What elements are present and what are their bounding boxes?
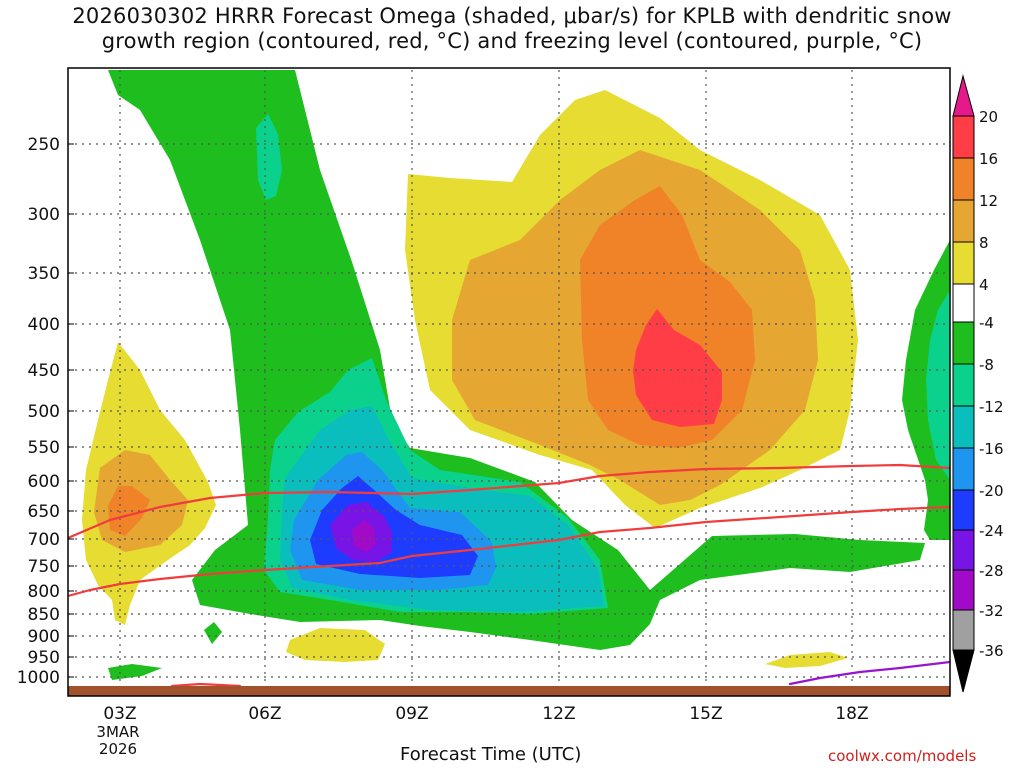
x-tick-label: 03Z [103, 704, 136, 724]
colorbar-label: -4 [979, 314, 994, 332]
y-tick-label: 400 [28, 315, 60, 335]
colorbar-swatch [952, 115, 975, 159]
colorbar-swatch [952, 489, 975, 531]
colorbar-swatches [952, 115, 975, 651]
colorbar-swatch [952, 569, 975, 611]
plot-frame [67, 67, 951, 697]
colorbar-swatch [952, 157, 975, 201]
omega-region-yellow-lower [286, 628, 385, 662]
y-tick-label: 900 [28, 627, 60, 647]
x-tick-label: 12Z [542, 704, 575, 724]
colorbar-label: -36 [979, 642, 1004, 660]
colorbar-label: 4 [979, 276, 989, 294]
x-tick-label: 06Z [248, 704, 281, 724]
y-tick-label: 250 [28, 135, 60, 155]
y-tick-label: 800 [28, 582, 60, 602]
colorbar-swatch [952, 447, 975, 491]
colorbar-bottom-arrow [952, 649, 975, 693]
y-tick-label: 700 [28, 530, 60, 550]
omega-region-magenta-core [352, 520, 376, 552]
x-gridlines [119, 70, 853, 690]
dendritic-contour-upper [68, 463, 950, 540]
y-tick-label: 650 [28, 502, 60, 522]
dendritic-contour-surface [170, 682, 242, 688]
colorbar-label: -28 [979, 562, 1004, 580]
chart-title-line1: 2026030302 HRRR Forecast Omega (shaded, … [72, 4, 952, 28]
y-tick-label: 850 [28, 605, 60, 625]
omega-region-teal-top [256, 114, 282, 200]
colorbar-label: -32 [979, 602, 1004, 620]
colorbar-swatch [952, 363, 975, 407]
omega-region-yellow-right-small [765, 652, 848, 668]
colorbar-swatch [952, 609, 975, 651]
x-tick-label: 15Z [689, 704, 722, 724]
colorbar-swatch [952, 529, 975, 571]
x-date-label-day: 3MAR [96, 723, 139, 741]
x-tick-label: 09Z [395, 704, 428, 724]
colorbar-swatch [952, 405, 975, 449]
colorbar-label: 8 [979, 234, 989, 252]
omega-region-orange-left [108, 486, 150, 536]
x-date-label-year: 2026 [99, 740, 137, 758]
y-gridlines [68, 143, 950, 678]
y-tick-label: 550 [28, 438, 60, 458]
omega-region-red-core [633, 309, 722, 427]
y-tick-label: 1000 [17, 668, 60, 688]
y-axis-labels: 250 300 350 400 450 500 550 600 650 700 … [17, 135, 60, 688]
x-axis-labels: 03Z 06Z 09Z 12Z 15Z 18Z 3MAR 2026 [96, 704, 868, 758]
y-tick-label: 600 [28, 472, 60, 492]
colorbar-labels: 20 16 12 8 4 -4 -8 -12 -16 -20 -24 -28 -… [979, 108, 1004, 660]
freezing-level-contour [788, 660, 950, 686]
omega-region-teal-right [926, 290, 950, 480]
colorbar-swatch [952, 199, 975, 243]
omega-shading [82, 70, 950, 680]
colorbar-label: -24 [979, 522, 1004, 540]
colorbar-label: -16 [979, 440, 1004, 458]
y-tick-label: 750 [28, 557, 60, 577]
x-tick-label: 18Z [835, 704, 868, 724]
colorbar-label: -12 [979, 398, 1004, 416]
y-tick-label: 950 [28, 648, 60, 668]
chart-title: 2026030302 HRRR Forecast Omega (shaded, … [0, 4, 1024, 54]
y-axis-ticks [68, 143, 74, 678]
ground-strip [68, 686, 950, 696]
x-axis-title: Forecast Time (UTC) [400, 744, 582, 765]
colorbar-label: 16 [979, 150, 998, 168]
dendritic-contour-lower [68, 505, 950, 598]
chart-title-line2: growth region (contoured, red, °C) and f… [101, 29, 923, 53]
y-tick-label: 500 [28, 402, 60, 422]
colorbar-swatch [952, 321, 975, 365]
contours [68, 463, 950, 688]
y-tick-label: 450 [28, 361, 60, 381]
colorbar-top-arrow [952, 74, 975, 117]
colorbar-label: 12 [979, 192, 998, 210]
colorbar-label: -8 [979, 356, 994, 374]
colorbar: 20 16 12 8 4 -4 -8 -12 -16 -20 -24 -28 -… [952, 74, 1004, 693]
omega-region-green-lower-left [108, 664, 162, 680]
colorbar-label: 20 [979, 108, 998, 126]
y-tick-label: 350 [28, 264, 60, 284]
omega-region-green-small [204, 622, 222, 644]
credit-link[interactable]: coolwx.com/models [828, 747, 977, 765]
colorbar-label: -20 [979, 482, 1004, 500]
colorbar-swatch [952, 283, 975, 323]
colorbar-swatch [952, 241, 975, 285]
y-tick-label: 300 [28, 205, 60, 225]
